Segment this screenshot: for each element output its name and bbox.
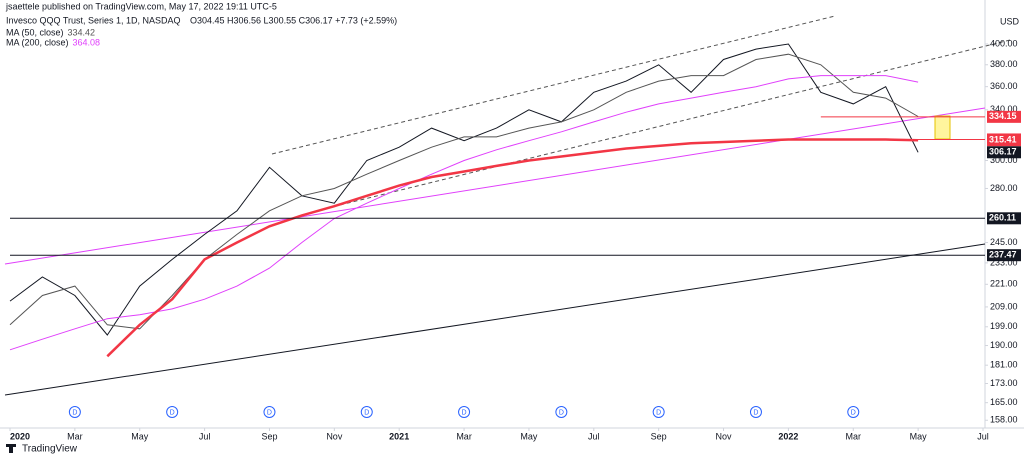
price-label-box (987, 110, 1021, 123)
y-tick-label: 280.00 (990, 183, 1018, 193)
y-tick-label: 245.00 (990, 237, 1018, 247)
price-label: 237.47 (989, 250, 1017, 260)
dividend-label: D (267, 409, 272, 416)
dividend-marker (263, 406, 276, 418)
dividend-marker (458, 406, 471, 418)
y-tick-label: 173.00 (990, 378, 1018, 388)
currency: USD (1000, 16, 1020, 26)
price-label: 315.41 (989, 135, 1017, 145)
x-tick-label: Mar (67, 431, 83, 441)
dividend-marker (68, 406, 81, 418)
y-tick-label: 199.00 (990, 321, 1018, 331)
x-tick-label: Jul (199, 431, 211, 441)
price-label-box (987, 249, 1021, 262)
x-tick-label: Sep (261, 431, 277, 441)
target-box (934, 115, 951, 140)
x-tick-label: May (910, 431, 928, 441)
x-tick-label: 2020 (10, 431, 30, 441)
y-tick-label: 190.00 (990, 340, 1018, 350)
x-tick-label: 2022 (778, 431, 798, 441)
footer-logo: TradingView (22, 444, 78, 455)
x-tick-label: May (131, 431, 149, 441)
publisher: jsaettele published on TradingView.com, … (5, 1, 277, 11)
dividend-marker (166, 406, 179, 418)
series-line (9, 43, 919, 336)
y-tick-label: 181.00 (990, 360, 1018, 370)
x-tick-label: Mar (456, 431, 472, 441)
dividend-marker (555, 406, 568, 418)
x-tick-label: May (520, 431, 538, 441)
y-tick-label: 360.00 (990, 81, 1018, 91)
ohlc: O304.45 H306.56 L300.55 C306.17 +7.73 (+… (190, 15, 397, 25)
symbol-title: Invesco QQQ Trust, Series 1, 1D, NASDAQ (6, 15, 181, 25)
legend-name: MA (200, close) (6, 37, 69, 47)
price-label: 334.15 (989, 111, 1017, 121)
x-tick-label: Jul (977, 431, 989, 441)
y-tick-label: 300.00 (990, 155, 1018, 165)
x-tick-label: Sep (651, 431, 667, 441)
x-tick-label: 2021 (389, 431, 409, 441)
dividend-marker (847, 406, 860, 418)
y-tick-label: 400.00 (990, 38, 1018, 48)
price-label-box (987, 146, 1021, 159)
y-tick-label: 340.00 (990, 104, 1018, 114)
legend-name: MA (50, close) (6, 27, 64, 37)
price-label: 260.11 (989, 213, 1016, 223)
dividend-label: D (72, 409, 77, 416)
dividend-label: D (170, 409, 175, 416)
y-tick-label: 233.00 (990, 257, 1018, 267)
logo-icon (6, 444, 16, 453)
x-tick-label: Mar (846, 431, 862, 441)
price-label: 306.17 (989, 147, 1017, 157)
dividend-label: D (364, 409, 369, 416)
price-label-box (987, 134, 1021, 147)
legend-value: 334.42 (68, 27, 96, 37)
legend-value: 364.08 (73, 37, 101, 47)
y-tick-label: 158.00 (990, 415, 1018, 425)
dividend-marker (749, 406, 762, 418)
y-tick-label: 165.00 (990, 397, 1018, 407)
dividend-label: D (851, 409, 856, 416)
dividend-label: D (559, 409, 564, 416)
y-tick-label: 380.00 (990, 59, 1018, 69)
trendline-pink (4, 107, 986, 265)
price-label-box (987, 212, 1021, 225)
x-tick-label: Nov (326, 431, 343, 441)
x-tick-label: Jul (588, 431, 600, 441)
dividend-marker (652, 406, 665, 418)
dividend-marker (360, 406, 373, 418)
channel-upper (271, 15, 836, 155)
y-tick-label: 209.00 (990, 301, 1018, 311)
series-line (9, 75, 919, 351)
y-tick-label: 221.00 (990, 279, 1018, 289)
dividend-label: D (753, 409, 758, 416)
dividend-label: D (656, 409, 661, 416)
trendline-black (4, 243, 986, 396)
dividend-label: D (462, 409, 467, 416)
channel-lower (339, 39, 1011, 206)
series-line (106, 138, 919, 358)
x-tick-label: Nov (716, 431, 733, 441)
